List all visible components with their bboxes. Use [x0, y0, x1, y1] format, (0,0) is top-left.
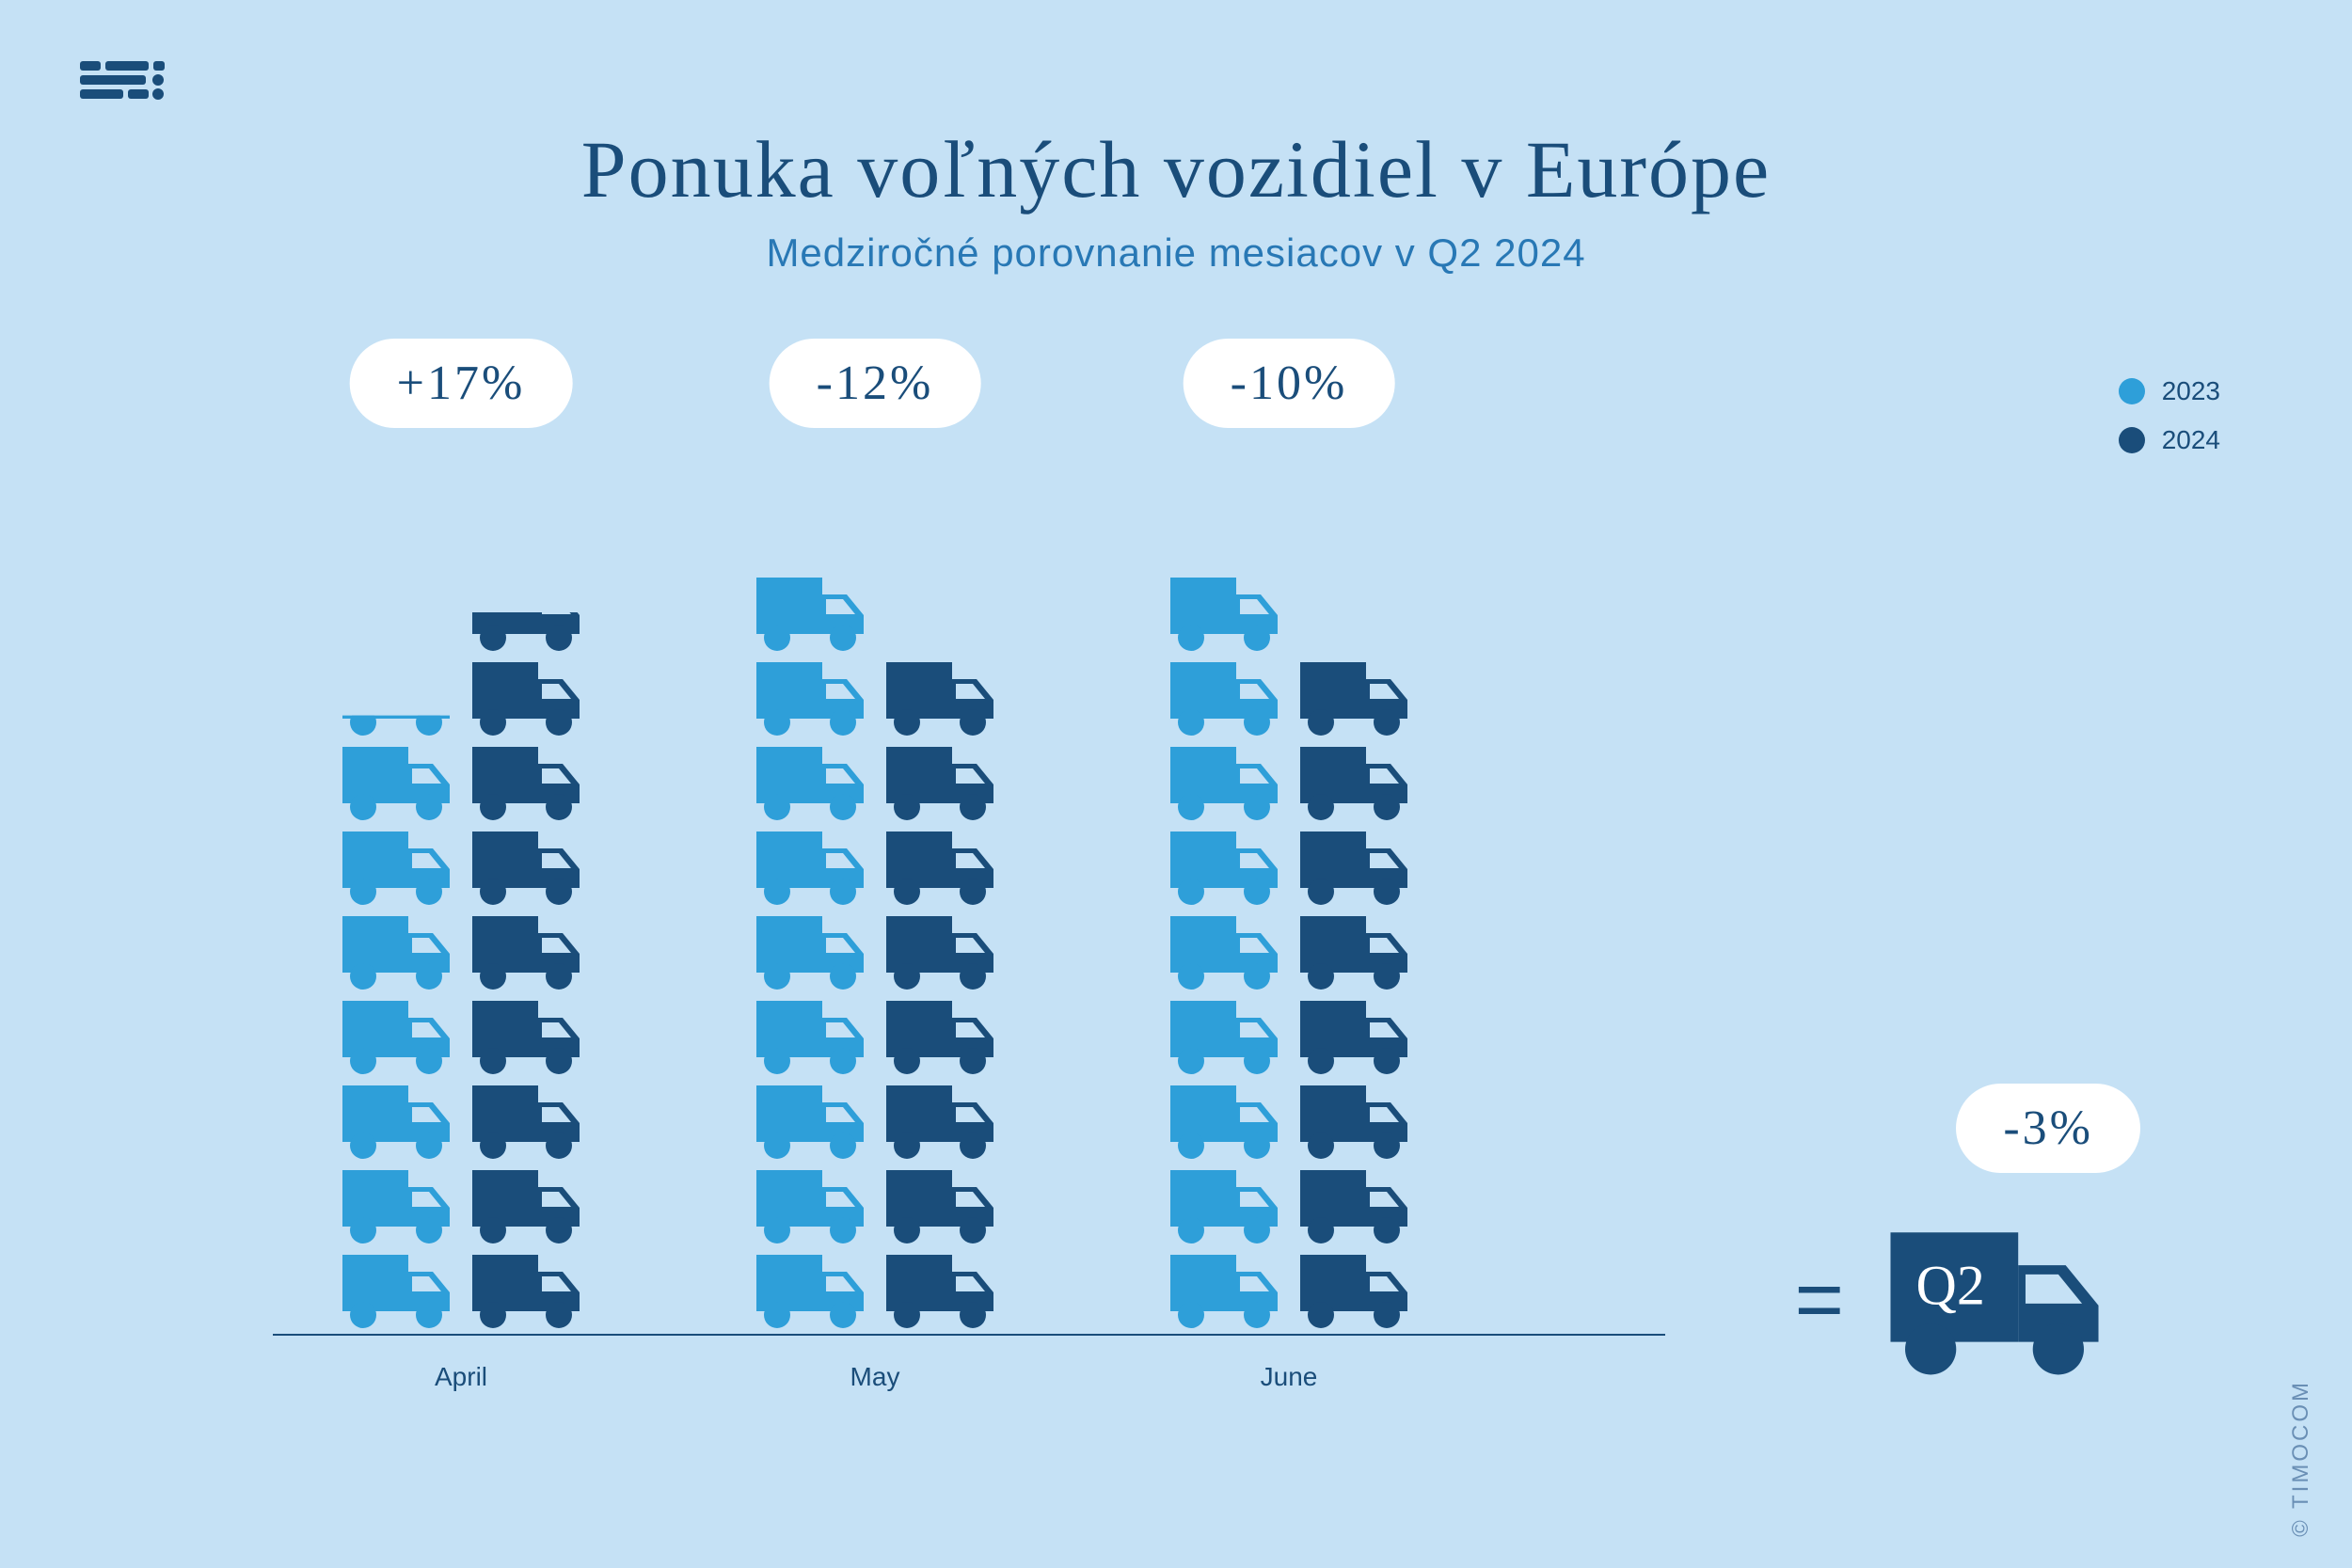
truck-icon	[749, 651, 871, 743]
truck-icon	[1163, 1074, 1285, 1166]
truck-icon	[1293, 1159, 1415, 1251]
chart-subtitle: Medziročné porovnanie mesiacov v Q2 2024	[0, 230, 2352, 276]
summary-truck-icon: Q2	[1872, 1211, 2117, 1389]
legend-label-2024: 2024	[2162, 425, 2220, 455]
truck-icon	[1293, 736, 1415, 828]
chart-header: Ponuka voľných vozidiel v Európe Medziro…	[0, 0, 2352, 276]
change-badge: -12%	[770, 339, 981, 428]
truck-icon	[1163, 736, 1285, 828]
truck-icon	[335, 905, 457, 997]
truck-icon	[749, 736, 871, 828]
chart-title: Ponuka voľných vozidiel v Európe	[0, 122, 2352, 216]
truck-icon	[1293, 1243, 1415, 1336]
month-label: April	[435, 1362, 487, 1392]
column-2024	[879, 574, 1001, 1336]
truck-icon	[1293, 905, 1415, 997]
truck-icon	[1163, 1159, 1285, 1251]
equals-icon: =	[1794, 1252, 1844, 1349]
truck-icon	[749, 1243, 871, 1336]
column-2023	[1163, 574, 1285, 1336]
truck-icon	[749, 820, 871, 912]
summary-change-value: -3%	[2003, 1101, 2093, 1155]
truck-icon	[335, 1243, 457, 1336]
month-label: May	[850, 1362, 900, 1392]
summary-truck-label: Q2	[1916, 1253, 1985, 1318]
truck-icon	[1293, 820, 1415, 912]
month-group	[1157, 574, 1421, 1336]
truck-icon	[879, 651, 1001, 743]
truck-icon	[879, 736, 1001, 828]
column-2024	[465, 574, 587, 1336]
legend-label-2023: 2023	[2162, 376, 2220, 406]
legend-dot-2023	[2119, 378, 2145, 404]
change-badge: +17%	[350, 339, 573, 428]
truck-icon	[749, 566, 871, 658]
truck-icon	[1293, 990, 1415, 1082]
truck-icon	[465, 1243, 587, 1336]
truck-icon	[465, 1159, 587, 1251]
truck-icon	[1293, 651, 1415, 743]
truck-icon-partial	[335, 651, 457, 743]
summary-badge: -3%	[1956, 1084, 2140, 1173]
truck-icon	[749, 905, 871, 997]
truck-icon	[1163, 905, 1285, 997]
truck-icon-partial	[465, 566, 587, 658]
truck-icon	[879, 1159, 1001, 1251]
copyright-text: © TIMOCOM	[2288, 1380, 2314, 1537]
column-2023	[749, 574, 871, 1336]
month-label: June	[1261, 1362, 1318, 1392]
legend: 2023 2024	[2119, 376, 2220, 474]
truck-icon	[335, 990, 457, 1082]
brand-logo	[75, 56, 169, 108]
change-badge: -10%	[1184, 339, 1395, 428]
truck-icon	[335, 1159, 457, 1251]
legend-item-2023: 2023	[2119, 376, 2220, 406]
truck-icon	[465, 820, 587, 912]
truck-icon	[335, 820, 457, 912]
legend-dot-2024	[2119, 427, 2145, 453]
truck-icon	[749, 990, 871, 1082]
truck-icon	[879, 905, 1001, 997]
truck-icon	[1163, 566, 1285, 658]
truck-icon	[1163, 1243, 1285, 1336]
truck-icon	[465, 905, 587, 997]
month-group	[743, 574, 1007, 1336]
truck-icon	[1163, 651, 1285, 743]
truck-icon	[465, 990, 587, 1082]
truck-icon	[749, 1159, 871, 1251]
truck-icon	[879, 1074, 1001, 1166]
truck-icon	[465, 651, 587, 743]
legend-item-2024: 2024	[2119, 425, 2220, 455]
column-2024	[1293, 574, 1415, 1336]
column-2023	[335, 574, 457, 1336]
truck-icon	[749, 1074, 871, 1166]
summary-section: = Q2	[1794, 1211, 2117, 1389]
truck-icon	[879, 820, 1001, 912]
truck-icon	[465, 736, 587, 828]
truck-icon	[879, 1243, 1001, 1336]
month-group	[329, 574, 593, 1336]
truck-icon	[335, 1074, 457, 1166]
truck-icon	[1163, 990, 1285, 1082]
truck-icon	[879, 990, 1001, 1082]
truck-icon	[1293, 1074, 1415, 1166]
truck-icon	[1163, 820, 1285, 912]
truck-icon	[465, 1074, 587, 1166]
truck-icon	[335, 736, 457, 828]
